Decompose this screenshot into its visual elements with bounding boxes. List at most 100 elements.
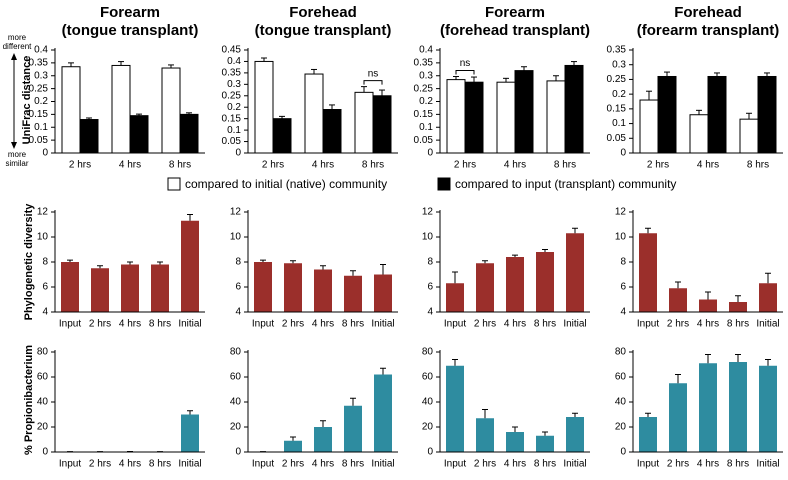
- y-tick-label: 0.4: [227, 56, 241, 67]
- x-tick-label: Input: [252, 459, 274, 470]
- x-tick-label: 8 hrs: [149, 459, 171, 470]
- bar: [506, 432, 524, 452]
- y-tick-label: 4: [620, 307, 626, 318]
- x-tick-label: Initial: [178, 459, 201, 470]
- y-tick-label: 20: [37, 422, 49, 433]
- bar: [639, 417, 657, 452]
- y-tick-label: 60: [615, 372, 627, 383]
- x-tick-label: 2 hrs: [69, 160, 91, 171]
- scale-note: more: [8, 33, 27, 42]
- chart-title: Forehead: [674, 4, 742, 21]
- bar: [699, 300, 717, 313]
- x-tick-label: Input: [444, 319, 466, 330]
- y-tick-label: 0.25: [222, 90, 242, 101]
- y-tick-label: 0.3: [34, 70, 48, 81]
- bar: [162, 68, 180, 153]
- y-tick-label: 6: [235, 282, 241, 293]
- bar: [181, 221, 199, 312]
- y-tick-label: 0.4: [34, 45, 48, 56]
- bar: [323, 110, 341, 153]
- bar: [374, 375, 392, 453]
- y-tick-label: 6: [427, 282, 433, 293]
- x-tick-label: Input: [59, 459, 81, 470]
- y-tick-label: 40: [230, 397, 242, 408]
- x-tick-label: Initial: [563, 459, 586, 470]
- y-tick-label: 0: [427, 447, 433, 458]
- bar: [465, 82, 483, 153]
- y-tick-label: 0.3: [419, 70, 433, 81]
- bar: [373, 96, 391, 153]
- y-tick-label: 60: [230, 372, 242, 383]
- bar: [740, 119, 758, 153]
- chart-title: Forearm: [100, 4, 160, 21]
- x-tick-label: 2 hrs: [89, 459, 111, 470]
- x-tick-label: 4 hrs: [119, 160, 141, 171]
- bar: [566, 417, 584, 452]
- bar: [314, 427, 332, 452]
- bar: [669, 288, 687, 312]
- y-tick-label: 40: [37, 397, 49, 408]
- y-tick-label: 40: [422, 397, 434, 408]
- x-tick-label: 8 hrs: [747, 160, 769, 171]
- legend-swatch: [168, 178, 180, 190]
- x-tick-label: Input: [252, 319, 274, 330]
- bar: [547, 81, 565, 153]
- y-tick-label: 0.35: [29, 58, 49, 69]
- bar: [255, 61, 273, 153]
- bar: [476, 418, 494, 452]
- y-tick-label: 0.45: [222, 45, 242, 56]
- x-tick-label: 8 hrs: [362, 160, 384, 171]
- bar: [284, 263, 302, 312]
- x-tick-label: 2 hrs: [454, 160, 476, 171]
- y-tick-label: 12: [615, 207, 627, 218]
- bar: [62, 67, 80, 153]
- y-axis-label: Phylogenetic diversity: [23, 203, 35, 321]
- y-tick-label: 60: [37, 372, 49, 383]
- y-tick-label: 80: [422, 347, 434, 358]
- chart-title: Forehead: [289, 4, 357, 21]
- bar: [669, 383, 687, 452]
- y-tick-label: 80: [230, 347, 242, 358]
- scale-note: different: [3, 42, 33, 51]
- legend-swatch: [438, 178, 450, 190]
- bar: [658, 76, 676, 153]
- y-tick-label: 0: [620, 447, 626, 458]
- bar: [121, 265, 139, 313]
- scale-note: similar: [5, 159, 28, 168]
- x-tick-label: 2 hrs: [474, 319, 496, 330]
- annotation: ns: [368, 68, 379, 79]
- bar: [254, 262, 272, 312]
- y-tick-label: 10: [422, 232, 434, 243]
- y-tick-label: 0.2: [612, 89, 626, 100]
- x-tick-label: 4 hrs: [119, 459, 141, 470]
- y-tick-label: 0.1: [419, 122, 433, 133]
- y-tick-label: 8: [42, 257, 48, 268]
- y-tick-label: 12: [422, 207, 434, 218]
- y-tick-label: 0.2: [227, 102, 241, 113]
- x-tick-label: Input: [59, 319, 81, 330]
- bar: [708, 76, 726, 153]
- bar: [690, 115, 708, 153]
- y-tick-label: 20: [615, 422, 627, 433]
- x-tick-label: 2 hrs: [282, 459, 304, 470]
- bar: [759, 283, 777, 312]
- y-tick-label: 0.15: [29, 109, 49, 120]
- x-tick-label: 4 hrs: [697, 319, 719, 330]
- bar: [729, 302, 747, 312]
- y-tick-label: 0.1: [227, 125, 241, 136]
- bar: [476, 263, 494, 312]
- y-tick-label: 0.15: [414, 109, 434, 120]
- x-tick-label: 8 hrs: [342, 459, 364, 470]
- x-tick-label: 2 hrs: [89, 319, 111, 330]
- ns-bracket: [456, 71, 474, 75]
- bar: [639, 233, 657, 312]
- x-tick-label: 4 hrs: [504, 319, 526, 330]
- y-tick-label: 20: [422, 422, 434, 433]
- y-tick-label: 80: [615, 347, 627, 358]
- y-tick-label: 8: [427, 257, 433, 268]
- bar: [305, 74, 323, 153]
- y-tick-label: 0.2: [34, 96, 48, 107]
- x-tick-label: 8 hrs: [727, 459, 749, 470]
- x-tick-label: 2 hrs: [647, 160, 669, 171]
